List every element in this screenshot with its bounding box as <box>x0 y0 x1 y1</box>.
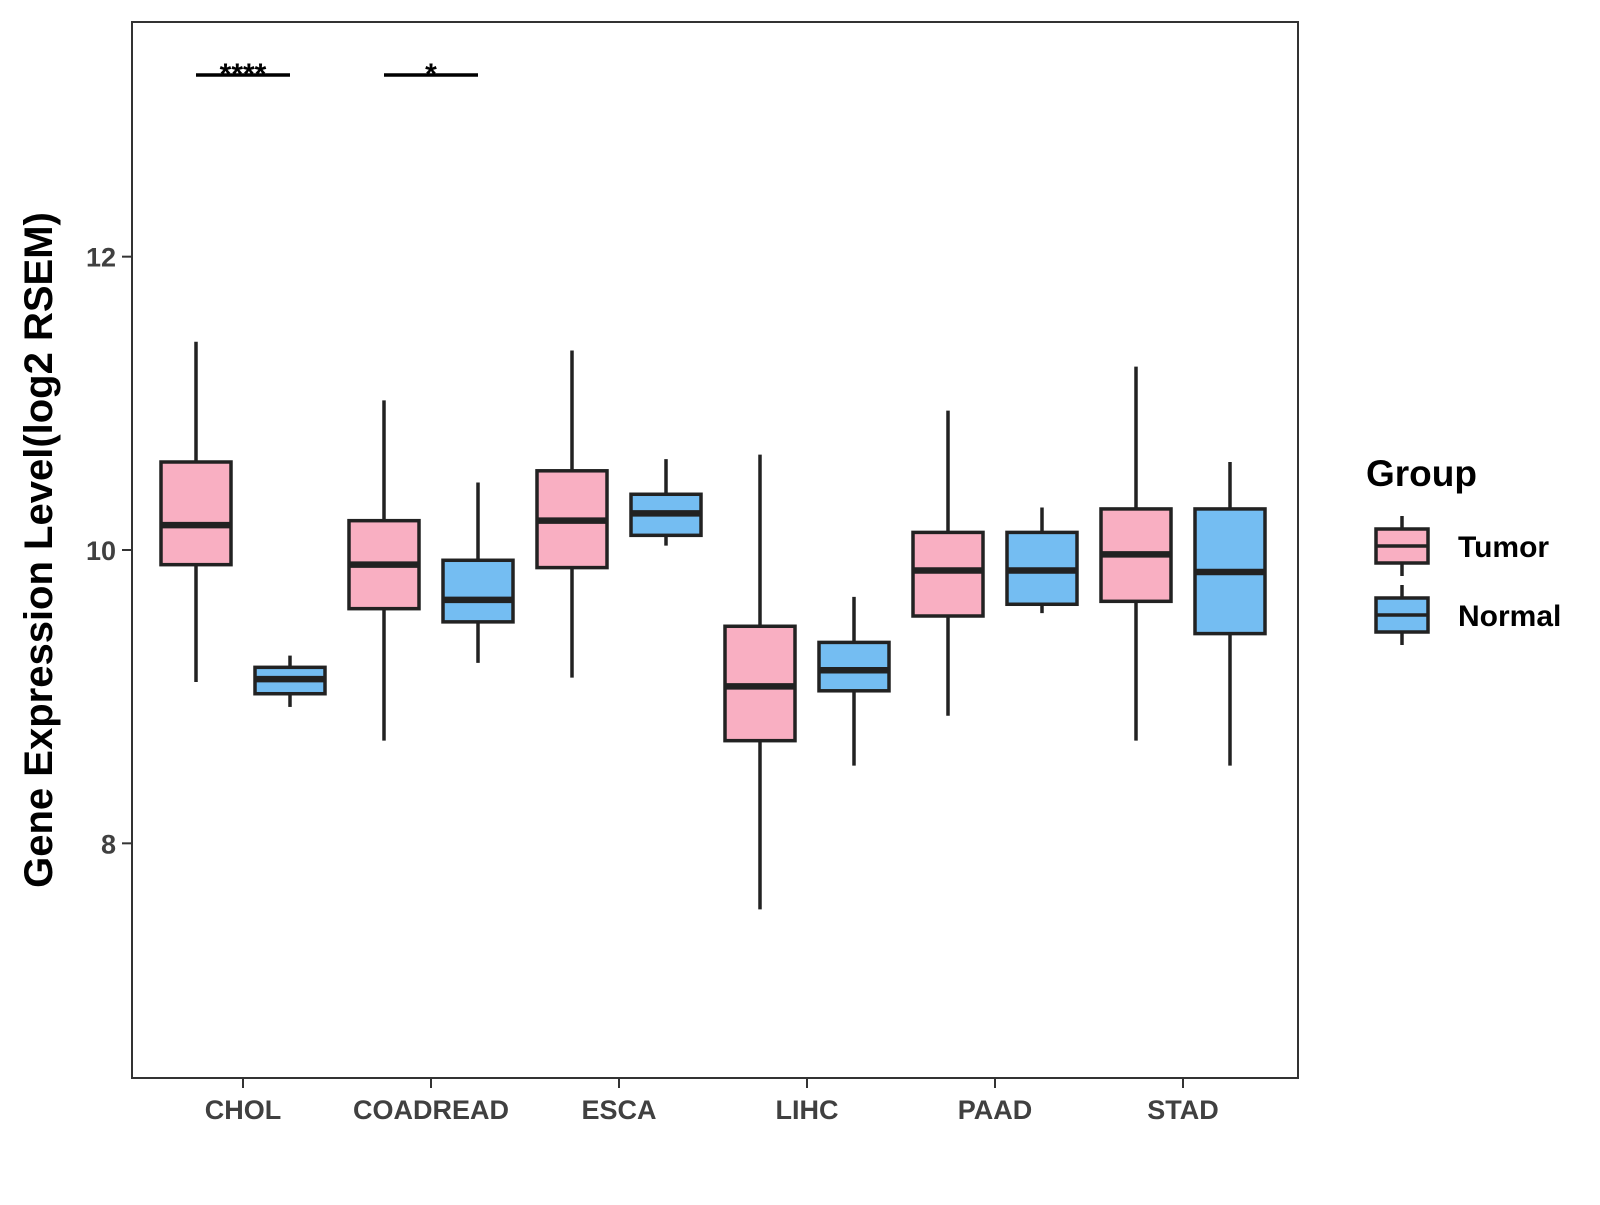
x-tick-label: LIHC <box>776 1095 839 1125</box>
legend-label: Normal <box>1458 600 1561 633</box>
series-normal <box>253 459 1267 766</box>
legend: Group Tumor Normal <box>1366 453 1561 645</box>
box <box>817 640 891 693</box>
legend-entries: Tumor Normal <box>1374 516 1561 645</box>
series-tumor <box>159 341 1173 910</box>
x-tick-label: STAD <box>1147 1095 1219 1125</box>
x-tick-label: PAAD <box>958 1095 1033 1125</box>
box <box>911 530 985 618</box>
significance-label: * <box>425 58 437 91</box>
legend-label: Tumor <box>1458 531 1549 564</box>
x-tick-label: ESCA <box>581 1095 656 1125</box>
box <box>441 558 515 624</box>
significance-label: **** <box>220 58 267 91</box>
y-tick-label: 8 <box>101 829 116 859</box>
y-tick-label: 10 <box>86 536 116 566</box>
y-axis-label: Gene Expression Level(log2 RSEM) <box>17 212 61 888</box>
legend-title: Group <box>1366 453 1477 494</box>
box <box>159 460 233 567</box>
x-tick-label: CHOL <box>205 1095 282 1125</box>
x-tick-label: COADREAD <box>353 1095 509 1125</box>
y-tick-label: 12 <box>86 243 116 273</box>
